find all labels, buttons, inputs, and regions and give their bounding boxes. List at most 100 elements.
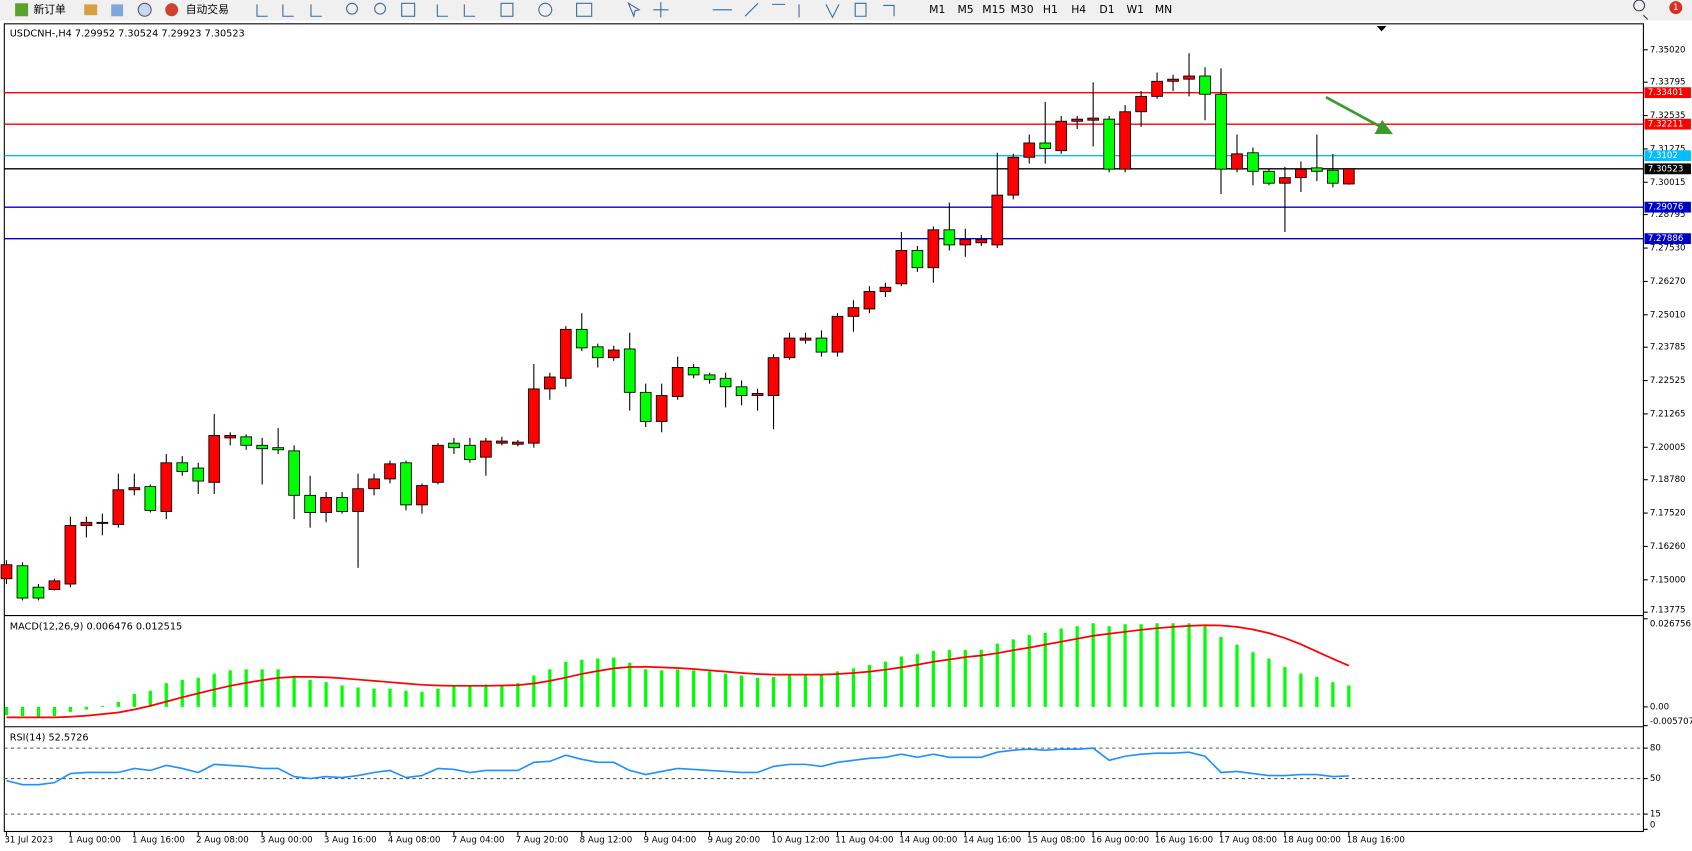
timeframe-button[interactable]: M30 [1011, 3, 1034, 16]
timeframe-button[interactable]: W1 [1127, 3, 1145, 16]
auto-trading-icon[interactable] [165, 3, 179, 17]
y-tick-label: 15 [1650, 810, 1661, 820]
y-tick-label: 0 [1650, 821, 1656, 831]
y-tick-label: 7.21265 [1650, 409, 1686, 419]
candle-body [687, 367, 700, 376]
candle-body [1071, 118, 1084, 122]
arrow-head [1374, 119, 1393, 134]
timeframe-button[interactable]: MN [1155, 3, 1172, 16]
icon[interactable] [500, 2, 514, 17]
candle-body [1135, 95, 1147, 113]
timeframe-button[interactable]: D1 [1099, 3, 1114, 16]
candle-body [448, 442, 460, 449]
macd-bar [1091, 623, 1095, 707]
y-tick-label: 7.23785 [1650, 343, 1686, 353]
icon[interactable] [627, 2, 895, 19]
y-tick-label: 7.20005 [1650, 443, 1686, 453]
macd-value: 0.006476 [87, 621, 133, 632]
macd-bar [1011, 639, 1015, 707]
arrow-annotation [1325, 96, 1393, 134]
macd-bar [132, 694, 136, 707]
macd-bar [468, 685, 472, 707]
candle-body [1215, 93, 1227, 170]
candle-body [1151, 80, 1163, 97]
search[interactable] [1633, 0, 1649, 20]
new-order[interactable]: 新订单 [33, 3, 66, 16]
candle-body [767, 357, 780, 396]
candle-body [176, 462, 189, 472]
candle-body [735, 386, 748, 396]
macd-bar [452, 686, 456, 707]
candle-body [112, 489, 125, 525]
open-value: 7.29952 [75, 29, 115, 40]
price-level-label: 7.33401 [1648, 88, 1684, 98]
candle-body [1247, 152, 1259, 172]
macd-bar [564, 661, 568, 707]
y-tick-label: -0.005707 [1650, 717, 1692, 727]
timeframe-button[interactable]: H1 [1043, 3, 1058, 16]
icon[interactable] [84, 4, 98, 16]
candle-body [847, 307, 860, 317]
macd-header: MACD(12,26,9) 0.006476 0.012515 [10, 621, 183, 632]
macd-bar [1331, 682, 1335, 707]
macd-bar [436, 688, 440, 707]
y-tick-label: 7.30015 [1650, 178, 1686, 188]
macd-bar [500, 684, 504, 707]
macd-bar [1251, 652, 1255, 707]
x-tick-label: 14 Aug 00:00 [899, 836, 957, 846]
candle-body [591, 346, 604, 359]
icon[interactable] [111, 4, 124, 17]
candle-body [416, 485, 428, 506]
timeframe-button[interactable]: H4 [1071, 3, 1086, 16]
candle-body [927, 229, 940, 269]
candle-body [32, 586, 45, 599]
zoom-in[interactable] [346, 2, 358, 15]
macd-bar [548, 669, 552, 707]
plot: 7.35020 7.33795 7.32535 7.31275 7.30015 7.287… [0, 45, 1692, 846]
candle-body [352, 488, 364, 512]
candle-body [991, 194, 1004, 246]
macd-bar [835, 671, 840, 707]
zoom-out[interactable] [374, 2, 387, 15]
candle-body [1199, 75, 1211, 95]
macd-bar [739, 675, 744, 707]
macd-bar [324, 682, 328, 707]
macd-bar [963, 649, 967, 707]
icon[interactable] [538, 2, 553, 17]
macd-bar [84, 706, 89, 710]
icon[interactable] [401, 2, 416, 17]
macd-bar [100, 705, 104, 707]
icon[interactable] [436, 4, 476, 17]
x-tick-label: 7 Aug 04:00 [452, 836, 505, 846]
candle-body [1039, 142, 1052, 149]
macd-bar [340, 685, 344, 707]
macd-bar [995, 643, 999, 707]
candle-body [879, 286, 892, 292]
x-tick-label: 4 Aug 08:00 [388, 836, 441, 846]
candle-body [288, 450, 300, 496]
rsi-title: RSI(14) [10, 733, 46, 744]
candle-body [575, 328, 588, 349]
macd-title: MACD(12,26,9) [10, 621, 84, 632]
icon[interactable] [576, 2, 593, 17]
candle-body [671, 367, 684, 398]
macd-bar [148, 690, 152, 707]
timeframe-button[interactable]: M15 [982, 3, 1005, 16]
notification-badge[interactable] [1669, 1, 1683, 15]
candle-body [16, 565, 29, 599]
timeframe-button[interactable]: M5 [957, 3, 973, 16]
macd-bar [4, 706, 9, 716]
candle-body [607, 349, 620, 359]
icon[interactable] [137, 2, 152, 17]
y-tick-label: 0.00 [1650, 702, 1669, 712]
macd-bar [20, 706, 25, 717]
candle-body [831, 315, 844, 353]
candle-body [0, 564, 13, 580]
auto-trading[interactable]: 自动交易 [186, 3, 229, 16]
timeframe-button[interactable]: M1 [929, 3, 945, 16]
price-level-label: 7.32211 [1648, 120, 1684, 130]
new-order-icon[interactable] [15, 3, 29, 17]
rsi-header: RSI(14) 52.5726 [10, 733, 89, 744]
icon[interactable] [256, 4, 322, 17]
candle-body [320, 497, 332, 513]
